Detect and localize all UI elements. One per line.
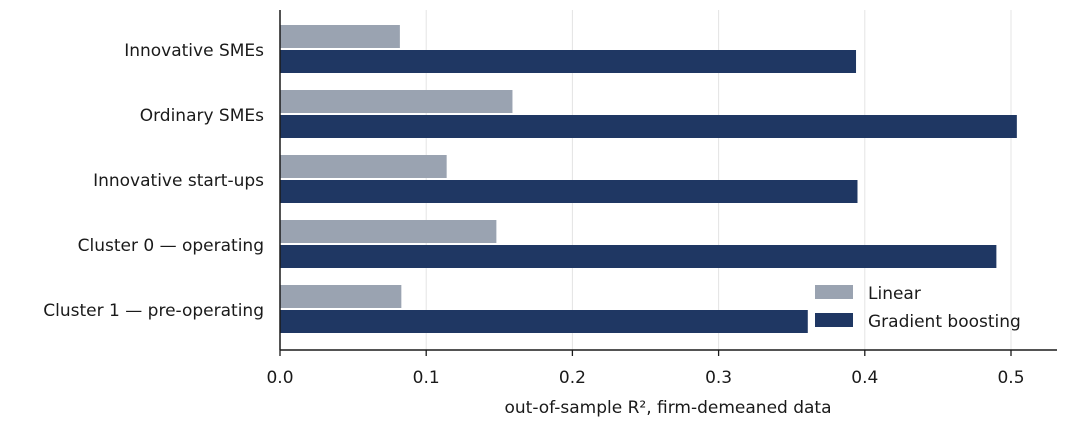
legend: Linear Gradient boosting: [815, 284, 1021, 332]
bar-linear-cluster-1-pre-operating: [280, 285, 402, 308]
category-labels: Innovative SMEs Ordinary SMEs Innovative s…: [43, 41, 264, 321]
bar-linear-innovative-smes: [280, 25, 400, 48]
category-label-cluster-0-operating: Cluster 0 — operating: [78, 236, 264, 256]
bars: [280, 25, 1017, 333]
x-axis-title: out-of-sample R², firm-demeaned data: [504, 398, 831, 418]
x-tick-label-3: 0.3: [705, 368, 732, 388]
legend-label-gradient-boosting: Gradient boosting: [868, 312, 1021, 332]
axes: [279, 10, 1057, 351]
category-label-cluster-1-pre-operating: Cluster 1 — pre-operating: [43, 301, 264, 321]
legend-swatch-gradient-boosting: [815, 313, 853, 327]
x-tick-label-0: 0.0: [266, 368, 293, 388]
bar-linear-cluster-0-operating: [280, 220, 497, 243]
bar-gradient-boosting-cluster-0-operating: [280, 245, 997, 268]
bar-gradient-boosting-cluster-1-pre-operating: [280, 310, 808, 333]
legend-swatch-linear: [815, 285, 853, 299]
x-tick-label-5: 0.5: [997, 368, 1024, 388]
x-tick-label-4: 0.4: [851, 368, 878, 388]
x-tick-label-2: 0.2: [559, 368, 586, 388]
legend-label-linear: Linear: [868, 284, 921, 304]
bar-gradient-boosting-innovative-smes: [280, 50, 857, 73]
category-label-innovative-smes: Innovative SMEs: [124, 41, 264, 61]
x-ticks: 0.0 0.1 0.2 0.3 0.4 0.5: [266, 350, 1025, 388]
category-label-ordinary-smes: Ordinary SMEs: [140, 106, 264, 126]
bar-linear-ordinary-smes: [280, 90, 513, 113]
bar-gradient-boosting-ordinary-smes: [280, 115, 1017, 138]
bar-linear-innovative-start-ups: [280, 155, 447, 178]
bar-gradient-boosting-innovative-start-ups: [280, 180, 858, 203]
category-label-innovative-start-ups: Innovative start-ups: [93, 171, 264, 191]
x-tick-label-1: 0.1: [413, 368, 440, 388]
